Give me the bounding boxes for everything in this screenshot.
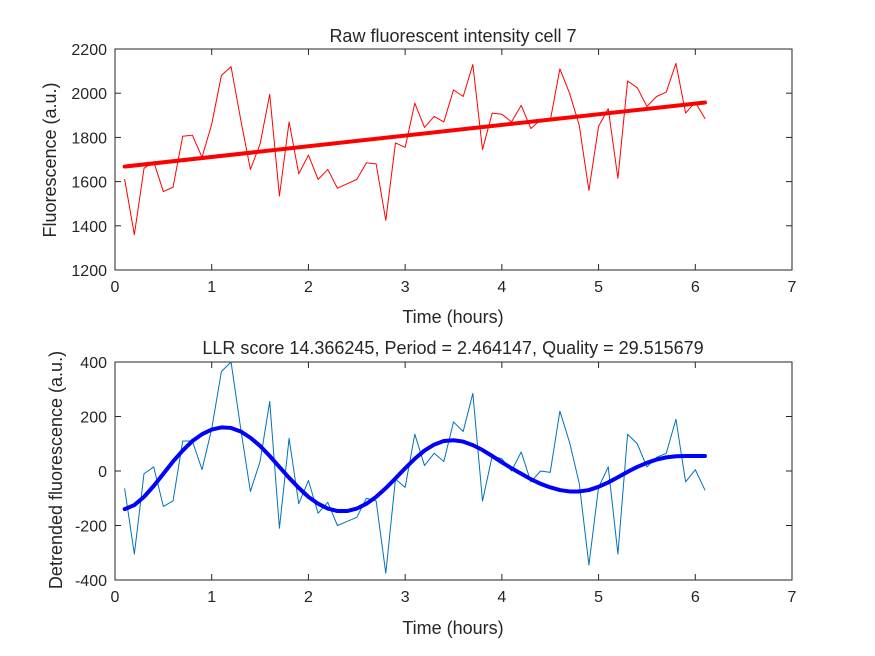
detrended-fluorescence-axes: LLR score 14.366245, Period = 2.464147, … [46, 338, 797, 638]
top-chart-ytick-label: 1200 [71, 263, 107, 280]
top-chart-ytick-label: 1400 [71, 219, 107, 236]
bottom-chart-xtick-label: 4 [497, 589, 506, 606]
bottom-chart-title: LLR score 14.366245, Period = 2.464147, … [202, 338, 703, 358]
top-chart-ylabel: Fluorescence (a.u.) [40, 82, 60, 237]
bottom-chart-ytick-label: -200 [75, 519, 107, 536]
bottom-chart-xtick-label: 7 [788, 589, 797, 606]
bottom-chart-ytick-label: 400 [80, 355, 107, 372]
bottom-chart-ytick-label: 200 [80, 410, 107, 427]
top-chart-raw-line [124, 62, 706, 236]
top-chart-xtick-label: 7 [788, 279, 797, 296]
bottom-chart-ytick-label: 0 [98, 464, 107, 481]
bottom-chart-xtick-label: 5 [594, 589, 603, 606]
bottom-chart-xlabel: Time (hours) [402, 618, 503, 638]
top-chart-ytick-label: 1600 [71, 175, 107, 192]
bottom-chart-xtick-label: 0 [111, 589, 120, 606]
top-chart-xtick-label: 6 [691, 279, 700, 296]
bottom-chart-xtick-label: 1 [207, 589, 216, 606]
top-chart-xtick-label: 3 [401, 279, 410, 296]
top-chart-ytick-label: 2000 [71, 86, 107, 103]
top-chart-ytick-label: 1800 [71, 130, 107, 147]
bottom-chart-sinusoidal-fit-line [122, 425, 707, 514]
top-chart-title: Raw fluorescent intensity cell 7 [329, 26, 576, 46]
bottom-chart-detrended-line [124, 361, 706, 574]
bottom-chart-xtick-label: 2 [304, 589, 313, 606]
top-chart-xtick-label: 2 [304, 279, 313, 296]
top-chart-ytick-label: 2200 [71, 42, 107, 59]
bottom-chart-ytick-label: -400 [75, 573, 107, 590]
bottom-chart-xtick-label: 3 [401, 589, 410, 606]
top-chart-axes-box [114, 48, 793, 271]
bottom-chart-ylabel: Detrended fluorescence (a.u.) [46, 351, 66, 589]
top-chart-xtick-label: 4 [497, 279, 506, 296]
top-chart-xtick-label: 1 [207, 279, 216, 296]
bottom-chart-xtick-label: 6 [691, 589, 700, 606]
top-chart-xlabel: Time (hours) [402, 307, 503, 327]
raw-fluorescence-axes: Raw fluorescent intensity cell 7 Time (h… [40, 26, 797, 327]
top-chart-xtick-label: 0 [111, 279, 120, 296]
top-chart-xtick-label: 5 [594, 279, 603, 296]
top-chart-linear-trend-line [122, 100, 707, 169]
